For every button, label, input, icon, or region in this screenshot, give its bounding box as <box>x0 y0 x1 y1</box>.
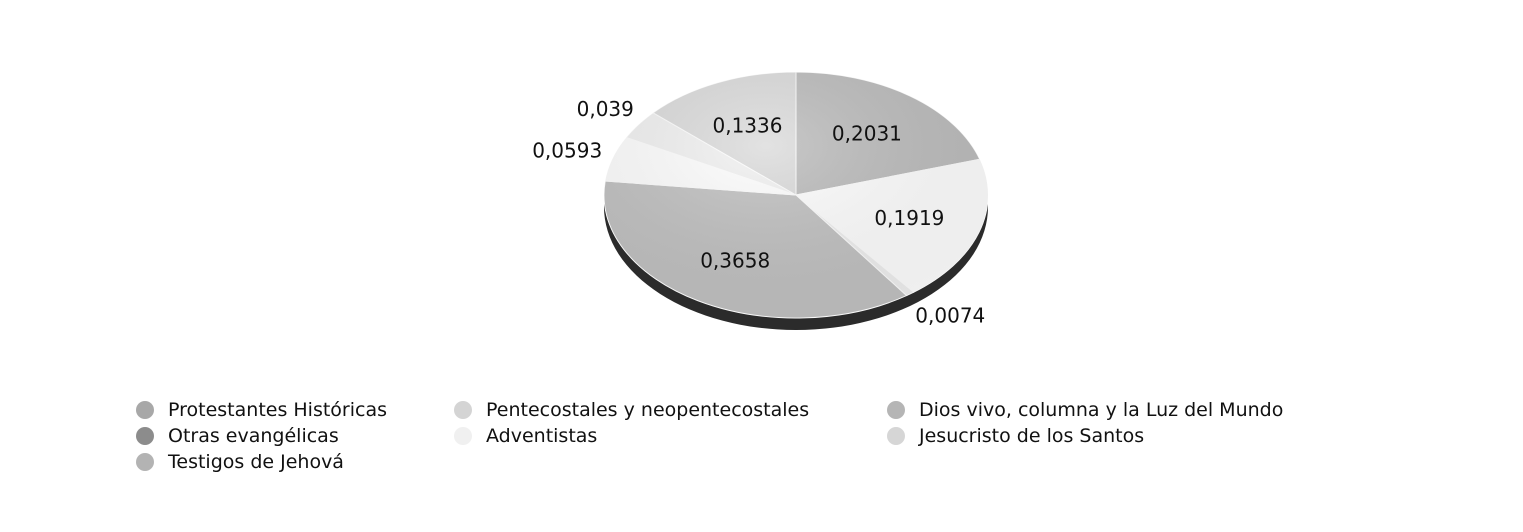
legend-label: Jesucristo de los Santos <box>919 425 1145 447</box>
legend-label: Adventistas <box>486 425 598 447</box>
legend-item-adventistas: Adventistas <box>454 423 597 449</box>
data-label-otras-evangelicas: 0,3658 <box>700 249 770 273</box>
legend-marker <box>887 427 905 445</box>
data-label-adventistas: 0,0593 <box>532 139 602 163</box>
legend-item-pentecostales-y-neopentecostales: Pentecostales y neopentecostales <box>454 397 809 423</box>
legend-label: Pentecostales y neopentecostales <box>486 399 810 421</box>
legend-marker <box>887 401 905 419</box>
legend: Protestantes Históricas Pentecostales y n… <box>0 394 1523 484</box>
legend-label: Otras evangélicas <box>168 425 339 447</box>
legend-item-otras-evangelicas: Otras evangélicas <box>136 423 339 449</box>
data-label-dios-vivo-columna-y-la-luz-del-mundo: 0,0074 <box>915 304 985 328</box>
legend-item-protestantes-historicas: Protestantes Históricas <box>136 397 387 423</box>
pie-sheen <box>604 72 988 318</box>
pie-slices <box>603 71 989 319</box>
legend-item-jesucristo-de-los-santos: Jesucristo de los Santos <box>887 423 1144 449</box>
legend-marker <box>136 453 154 471</box>
legend-marker <box>136 401 154 419</box>
legend-label: Dios vivo, columna y la Luz del Mundo <box>919 399 1284 421</box>
pie-chart-plot: 0,2031 0,1919 0,0074 0,3658 0,0593 0,039 0,133… <box>532 71 989 330</box>
data-label-testigos-de-jehova: 0,1336 <box>713 113 783 137</box>
pie-data-labels: 0,2031 0,1919 0,0074 0,3658 0,0593 0,039 0,133… <box>532 97 985 328</box>
legend-item-dios-vivo-columna-y-la-luz-del-mundo: Dios vivo, columna y la Luz del Mundo <box>887 397 1283 423</box>
data-label-protestantes-historicas: 0,2031 <box>832 122 902 146</box>
legend-label: Protestantes Históricas <box>168 399 388 421</box>
legend-marker <box>136 427 154 445</box>
data-label-jesucristo-de-los-santos: 0,039 <box>577 97 634 121</box>
legend-label: Testigos de Jehová <box>168 451 344 473</box>
data-label-pentecostales-y-neopentecostales: 0,1919 <box>874 206 944 230</box>
legend-marker <box>454 427 472 445</box>
legend-marker <box>454 401 472 419</box>
legend-item-testigos-de-jehova: Testigos de Jehová <box>136 449 344 475</box>
